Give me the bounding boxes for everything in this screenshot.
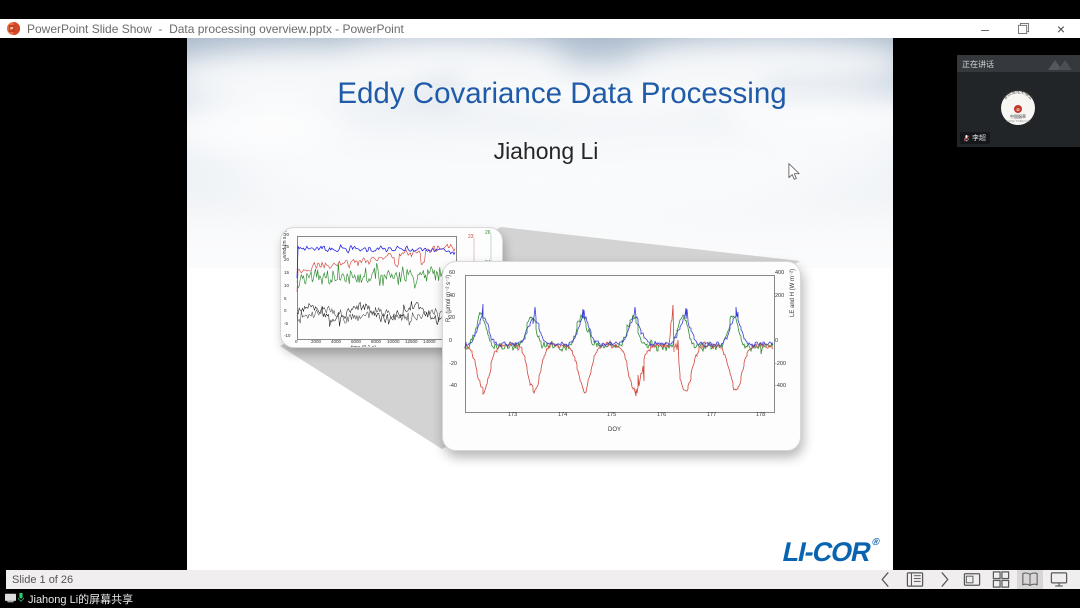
svg-text:中国烟草: 中国烟草 xyxy=(1010,113,1026,119)
svg-text:CHINA TOBACCO: CHINA TOBACCO xyxy=(1006,119,1030,123)
svg-text:P: P xyxy=(10,26,13,31)
svg-text:⊗: ⊗ xyxy=(1016,107,1020,112)
